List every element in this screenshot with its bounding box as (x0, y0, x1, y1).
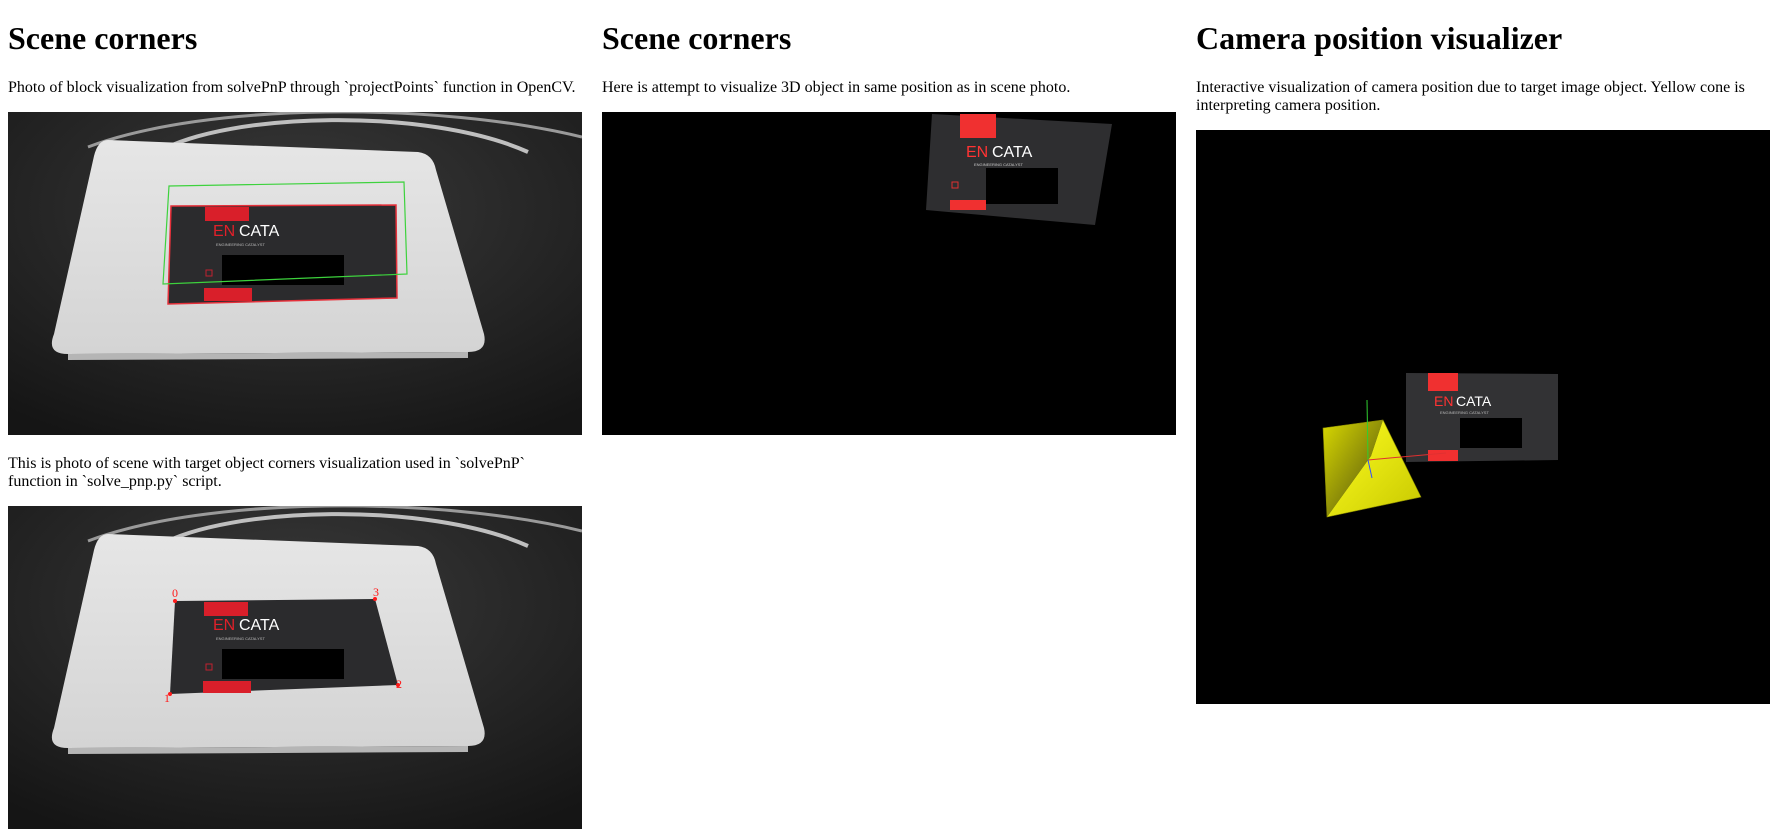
description-solvepnp: This is photo of scene with target objec… (8, 455, 525, 490)
brand-tagline: ENGINEERING CATALYST (216, 242, 265, 247)
brand-suffix: CATA (239, 223, 280, 240)
svg-text:EN: EN (1434, 393, 1453, 409)
camera-visualizer-canvas[interactable]: EN CATA ENGINEERING CATALYST (1196, 130, 1770, 704)
svg-text:ENGINEERING CATALYST: ENGINEERING CATALYST (216, 636, 265, 641)
corner-label-1: 1 (164, 691, 170, 705)
corner-marker-1 (168, 692, 172, 696)
heading-camera-visualizer: Camera position visualizer (1196, 20, 1563, 56)
axis-z-blue (1367, 459, 1373, 479)
redacted-block (222, 255, 344, 285)
description-3d-object: Here is attempt to visualize 3D object i… (602, 79, 1071, 96)
3d-object-canvas[interactable]: EN CATA ENGINEERING CATALYST (602, 112, 1176, 435)
column-scene-corners-photo: Scene corners Photo of block visualizati… (8, 0, 582, 829)
column-camera-visualizer: Camera position visualizer Interactive v… (1196, 0, 1770, 704)
business-card (168, 205, 397, 304)
heading-scene-corners-3d: Scene corners (602, 20, 792, 56)
camera-cone-right (1327, 420, 1421, 517)
corner-marker-3 (373, 597, 377, 601)
projected-red-outline (167, 204, 398, 305)
svg-text:CATA: CATA (992, 144, 1033, 161)
projected-green-outline (162, 181, 408, 285)
corners-photo: EN CATA ENGINEERING CATALYST 0 1 2 3 (8, 506, 582, 829)
corner-label-0: 0 (172, 586, 178, 600)
projectpoints-photo: EN CATA ENGINEERING CATALYST (8, 112, 582, 435)
redacted-block (986, 168, 1058, 204)
corner-label-3: 3 (373, 585, 379, 599)
svg-text:CATA: CATA (239, 617, 280, 634)
corner-label-2: 2 (396, 677, 402, 691)
corner-marker-0 (173, 599, 177, 603)
svg-text:EN: EN (966, 144, 988, 161)
corner-marker-2 (396, 683, 400, 687)
heading-scene-corners: Scene corners (8, 20, 198, 56)
svg-text:ENGINEERING CATALYST: ENGINEERING CATALYST (1440, 410, 1489, 415)
brand-prefix: EN (213, 223, 235, 240)
cable (157, 118, 529, 154)
svg-text:ENGINEERING CATALYST: ENGINEERING CATALYST (974, 162, 1023, 167)
axis-x-red (1367, 452, 1447, 461)
redacted-block (222, 649, 344, 679)
description-projectpoints: Photo of block visualization from solveP… (8, 79, 576, 96)
svg-text:EN: EN (213, 617, 235, 634)
description-camera-visualizer: Interactive visualization of camera posi… (1196, 79, 1745, 114)
column-3d-object: Scene corners Here is attempt to visuali… (602, 0, 1176, 435)
axis-y-green (1366, 399, 1369, 461)
svg-text:CATA: CATA (1456, 393, 1492, 409)
redacted-block (1460, 418, 1522, 448)
